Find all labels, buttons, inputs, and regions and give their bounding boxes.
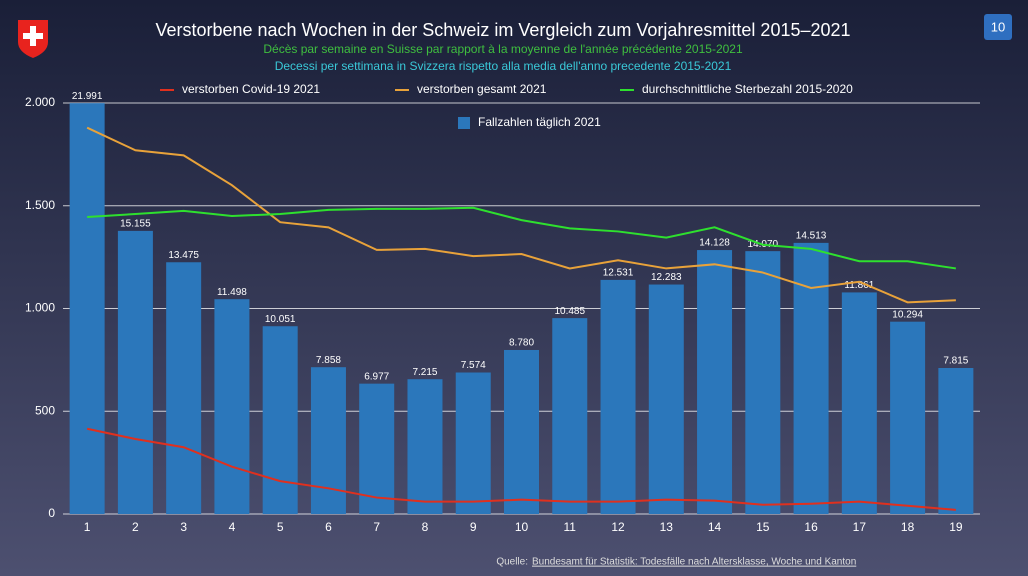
bar-label: 12.283 <box>651 272 682 283</box>
bar-label: 15.155 <box>120 219 151 230</box>
x-tick-label: 11 <box>564 520 577 534</box>
chart-title: Verstorbene nach Wochen in der Schweiz i… <box>155 20 850 40</box>
x-tick-label: 13 <box>660 520 674 534</box>
bar <box>214 299 250 514</box>
y-tick-label: 0 <box>48 506 55 520</box>
x-tick-label: 19 <box>949 520 963 534</box>
bar-label: 10.485 <box>554 306 585 317</box>
x-tick-label: 17 <box>853 520 867 534</box>
x-tick-label: 7 <box>373 520 380 534</box>
x-tick-label: 12 <box>611 520 625 534</box>
x-tick-label: 9 <box>470 520 477 534</box>
legend-swatch <box>458 117 470 129</box>
bar-label: 13.475 <box>168 250 199 261</box>
bar-label: 6.977 <box>364 371 389 382</box>
bar-label: 11.498 <box>217 287 247 298</box>
bar-label: 12.531 <box>603 268 634 279</box>
x-tick-label: 8 <box>422 520 429 534</box>
bar <box>407 379 443 514</box>
x-tick-label: 18 <box>901 520 915 534</box>
legend-label: Fallzahlen täglich 2021 <box>478 115 601 129</box>
bar <box>648 284 684 514</box>
bar <box>890 321 926 514</box>
bar <box>938 368 974 514</box>
bar-label: 14.513 <box>796 231 827 242</box>
legend-label: verstorben gesamt 2021 <box>417 82 547 96</box>
bar-label: 10.051 <box>265 314 296 325</box>
x-tick-label: 15 <box>756 520 770 534</box>
x-tick-label: 10 <box>515 520 529 534</box>
x-tick-label: 1 <box>84 520 91 534</box>
bar <box>697 250 733 514</box>
bar-label: 10.294 <box>892 309 923 320</box>
bar-label: 21.991 <box>72 91 103 102</box>
x-tick-label: 16 <box>804 520 818 534</box>
bar-label: 7.815 <box>943 356 968 367</box>
y-tick-label: 1.000 <box>25 301 55 315</box>
bar <box>745 251 781 514</box>
x-tick-label: 6 <box>325 520 332 534</box>
bar <box>455 372 491 514</box>
bar <box>504 349 539 514</box>
bar <box>552 318 588 514</box>
page-badge <box>984 14 1012 40</box>
y-tick-label: 2.000 <box>25 95 55 109</box>
bar <box>69 103 105 514</box>
swiss-flag <box>18 20 48 58</box>
x-tick-label: 14 <box>708 520 722 534</box>
y-tick-label: 500 <box>35 403 55 417</box>
bar <box>310 367 346 514</box>
bar <box>117 230 153 514</box>
line <box>87 206 957 270</box>
bar-label: 7.215 <box>412 367 437 378</box>
x-tick-label: 2 <box>132 520 139 534</box>
bar-label: 7.574 <box>461 360 486 371</box>
legend-label: durchschnittliche Sterbezahl 2015-2020 <box>642 82 853 96</box>
source-prefix: Quelle: <box>496 557 528 568</box>
bar <box>359 383 395 514</box>
bar <box>600 279 636 514</box>
line <box>86 126 956 304</box>
source-link[interactable]: Bundesamt für Statistik: Todesfälle nach… <box>532 557 856 568</box>
bar <box>841 292 877 514</box>
bar <box>166 262 202 514</box>
subtitle: Decessi per settimana in Svizzera rispet… <box>275 59 732 73</box>
bar-label: 11.861 <box>844 280 874 291</box>
x-tick-label: 4 <box>229 520 236 534</box>
x-tick-label: 5 <box>277 520 284 534</box>
subtitle: Décès par semaine en Suisse par rapport … <box>263 42 743 56</box>
bar-label: 7.858 <box>316 355 341 366</box>
line <box>86 427 956 511</box>
x-tick-label: 3 <box>180 520 187 534</box>
y-tick-label: 1.500 <box>25 198 55 212</box>
bar <box>262 326 298 514</box>
bar-label: 14.128 <box>699 238 730 249</box>
page-number: 10 <box>991 19 1005 34</box>
bar-label: 8.780 <box>509 338 534 349</box>
legend-label: verstorben Covid-19 2021 <box>182 82 320 96</box>
